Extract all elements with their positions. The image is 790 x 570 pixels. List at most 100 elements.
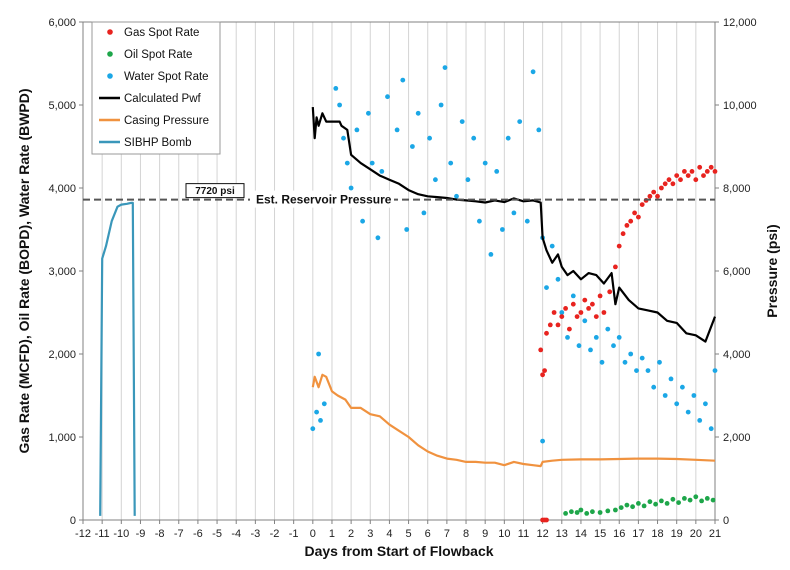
water-spot-rate-point xyxy=(318,418,323,423)
water-spot-rate-point xyxy=(465,177,471,183)
oil-spot-rate-point xyxy=(613,507,618,513)
y-left-tick-label: 4,000 xyxy=(48,183,76,195)
gas-spot-rate-point xyxy=(674,173,680,179)
water-spot-rate-point xyxy=(344,160,350,166)
water-spot-rate-point xyxy=(415,110,421,116)
gas-spot-rate-point xyxy=(670,181,676,187)
water-spot-rate-point xyxy=(691,393,697,398)
water-spot-rate-point xyxy=(400,77,406,83)
reservoir-pressure-value-label: 7720 psi xyxy=(195,186,235,197)
gas-spot-rate-point xyxy=(639,202,645,208)
oil-spot-rate-point xyxy=(676,500,681,505)
water-spot-rate-point xyxy=(611,343,616,349)
x-tick-label: 9 xyxy=(482,528,488,540)
legend-item-gas-spot-rate: Gas Spot Rate xyxy=(107,27,199,39)
x-tick-label: 6 xyxy=(425,528,431,540)
water-spot-rate-point xyxy=(555,276,561,282)
legend-item-sibhp-bomb: SIBHP Bomb xyxy=(99,137,192,149)
annotations: 7720 psi Est. Reservoir Pressure xyxy=(83,183,715,208)
gas-spot-rate-point xyxy=(620,231,626,237)
oil-spot-rate-point xyxy=(664,501,670,506)
legend-label: SIBHP Bomb xyxy=(124,137,192,149)
water-spot-rate-point xyxy=(605,326,611,332)
water-spot-rate-point xyxy=(657,359,662,365)
oil-spot-rate-point xyxy=(597,510,603,515)
x-tick-label: -8 xyxy=(155,528,165,540)
x-tick-label: -6 xyxy=(193,528,203,540)
water-spot-rate-point xyxy=(477,218,482,224)
oil-spot-rate-point xyxy=(618,505,624,510)
gas-spot-rate-point xyxy=(659,185,664,191)
water-spot-rate-point xyxy=(588,347,593,353)
gas-spot-rate-point xyxy=(678,177,683,183)
oil-spot-rate-point xyxy=(578,507,584,513)
x-tick-label: -2 xyxy=(270,528,280,540)
legend-label: Oil Spot Rate xyxy=(124,49,192,61)
gas-spot-rate-point xyxy=(555,322,561,328)
water-spot-rate-point xyxy=(427,135,432,141)
water-spot-rate-point xyxy=(536,127,542,133)
water-spot-rate-point xyxy=(333,86,339,91)
oil-spot-rate-point xyxy=(647,499,653,505)
water-spot-rate-point xyxy=(375,235,381,241)
legend-swatch-marker xyxy=(107,73,113,79)
oil-spot-rate-point xyxy=(704,496,710,501)
water-spot-rate-point xyxy=(668,376,674,382)
x-tick-label: -1 xyxy=(289,528,299,540)
series-gas-spot-rate xyxy=(538,164,718,523)
oil-spot-rate-point xyxy=(569,509,574,515)
x-tick-label: 2 xyxy=(348,528,354,540)
water-spot-rate-point xyxy=(703,401,708,407)
water-spot-rate-point xyxy=(348,185,354,191)
y-axis-left-title: Gas Rate (MCFD), Oil Rate (BOPD), Water … xyxy=(16,88,32,453)
gas-spot-rate-point xyxy=(544,517,549,523)
reservoir-pressure-label: Est. Reservoir Pressure xyxy=(256,193,392,207)
oil-spot-rate-point xyxy=(590,509,595,515)
casing-pressure-line xyxy=(311,373,716,468)
x-tick-label: 4 xyxy=(386,528,392,540)
x-tick-label: -7 xyxy=(174,528,184,540)
water-spot-rate-point xyxy=(354,127,360,133)
water-spot-rate-point xyxy=(582,318,588,324)
water-spot-rate-point xyxy=(634,368,639,373)
legend-box xyxy=(91,21,221,155)
water-spot-rate-point xyxy=(616,335,622,340)
oil-spot-rate-point xyxy=(699,498,704,504)
y-left-tick-label: 2,000 xyxy=(48,349,76,361)
water-spot-rate-point xyxy=(482,160,488,166)
gas-spot-rate-point xyxy=(685,173,691,179)
water-spot-rate-point xyxy=(593,335,599,340)
gas-spot-rate-point xyxy=(704,169,710,174)
oil-spot-rate-point xyxy=(563,511,568,516)
water-spot-rate-point xyxy=(680,384,685,390)
x-tick-label: 0 xyxy=(310,528,316,540)
y-left-tick-label: 0 xyxy=(70,515,76,527)
gas-spot-rate-point xyxy=(544,330,549,336)
legend-item-casing-pressure: Casing Pressure xyxy=(99,115,209,127)
reservoir-pressure-box xyxy=(185,183,245,199)
oil-spot-rate-point xyxy=(687,497,693,503)
gas-spot-rate-point xyxy=(647,193,653,199)
gas-spot-rate-point xyxy=(636,214,641,220)
water-spot-rate-point xyxy=(524,218,530,224)
water-spot-rate-point xyxy=(651,384,657,390)
water-spot-rate-point xyxy=(314,409,319,415)
water-spot-rate-point xyxy=(674,401,680,407)
gas-spot-rate-point xyxy=(559,314,565,319)
gas-spot-rate-point xyxy=(712,169,718,174)
gas-spot-rate-point xyxy=(697,164,703,170)
gas-spot-rate-point xyxy=(662,181,668,187)
water-spot-rate-point xyxy=(410,144,415,149)
y-right-tick-label: 12,000 xyxy=(723,17,757,29)
water-spot-rate-point xyxy=(341,135,346,141)
water-spot-rate-point xyxy=(433,177,438,183)
water-spot-rate-point xyxy=(712,368,718,373)
gas-spot-rate-point xyxy=(542,368,547,373)
water-spot-rate-point xyxy=(565,335,570,340)
oil-spot-rate-point xyxy=(710,497,716,503)
gas-spot-rate-point xyxy=(586,306,591,311)
x-tick-label: 19 xyxy=(671,528,683,540)
gas-spot-rate-point xyxy=(574,314,580,319)
legend-item-water-spot-rate: Water Spot Rate xyxy=(107,71,209,83)
